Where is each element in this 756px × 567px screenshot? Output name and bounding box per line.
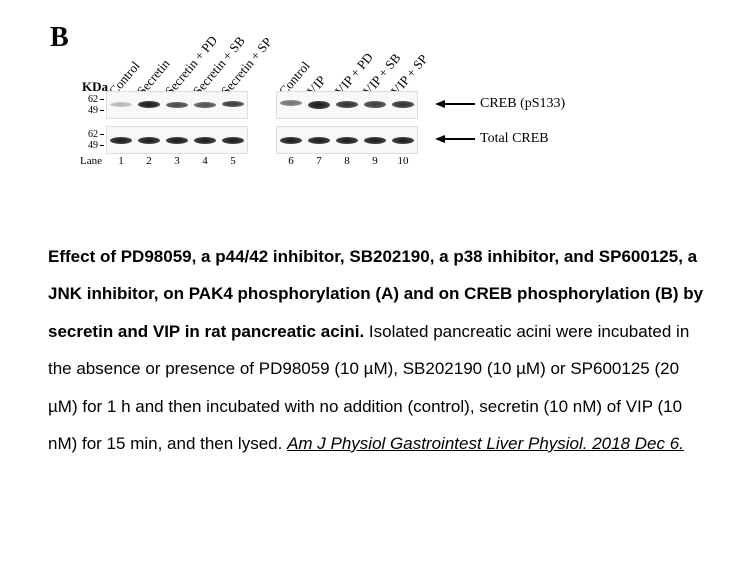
mw-tick — [100, 134, 104, 135]
band — [166, 102, 188, 108]
lane-number: 2 — [136, 155, 162, 167]
arrow-line — [445, 138, 475, 140]
band — [138, 137, 160, 144]
arrow-icon — [435, 100, 445, 108]
mw-marker: 49 — [78, 105, 98, 116]
lane-number: 10 — [390, 155, 416, 167]
lane-number: 1 — [108, 155, 134, 167]
kda-label: KDa — [82, 79, 108, 95]
lane-number: 8 — [334, 155, 360, 167]
band — [364, 137, 386, 144]
panel-letter: B — [50, 22, 69, 54]
arrow-line — [445, 103, 475, 105]
lane-number: 5 — [220, 155, 246, 167]
band — [222, 137, 244, 144]
band — [194, 102, 216, 108]
lane-number: 6 — [278, 155, 304, 167]
lane-number: 4 — [192, 155, 218, 167]
band — [308, 137, 330, 144]
lane-number: 7 — [306, 155, 332, 167]
band — [138, 101, 160, 108]
band — [280, 100, 302, 106]
arrow-icon — [435, 135, 445, 143]
lane-number: 3 — [164, 155, 190, 167]
band-label-ps133: CREB (pS133) — [480, 96, 565, 112]
band — [110, 102, 132, 107]
mw-marker: 62 — [78, 129, 98, 140]
band — [336, 137, 358, 144]
band — [222, 101, 244, 107]
lane-number: 9 — [362, 155, 388, 167]
band — [364, 101, 386, 108]
mw-tick — [100, 110, 104, 111]
band — [392, 101, 414, 108]
band — [194, 137, 216, 144]
mw-tick — [100, 99, 104, 100]
mw-tick — [100, 145, 104, 146]
mw-marker: 49 — [78, 140, 98, 151]
band — [166, 137, 188, 144]
figure-caption: Effect of PD98059, a p44/42 inhibitor, S… — [48, 238, 708, 462]
band — [280, 137, 302, 144]
mw-marker: 62 — [78, 94, 98, 105]
lane-text: Lane — [80, 155, 102, 167]
band — [110, 137, 132, 144]
band — [308, 101, 330, 109]
western-blot-panel: KDa 62 49 62 49 Control Secretin Secreti… — [90, 15, 650, 190]
caption-citation: Am J Physiol Gastrointest Liver Physiol.… — [287, 434, 684, 453]
band-label-total: Total CREB — [480, 131, 549, 147]
band — [336, 101, 358, 108]
band — [392, 137, 414, 144]
